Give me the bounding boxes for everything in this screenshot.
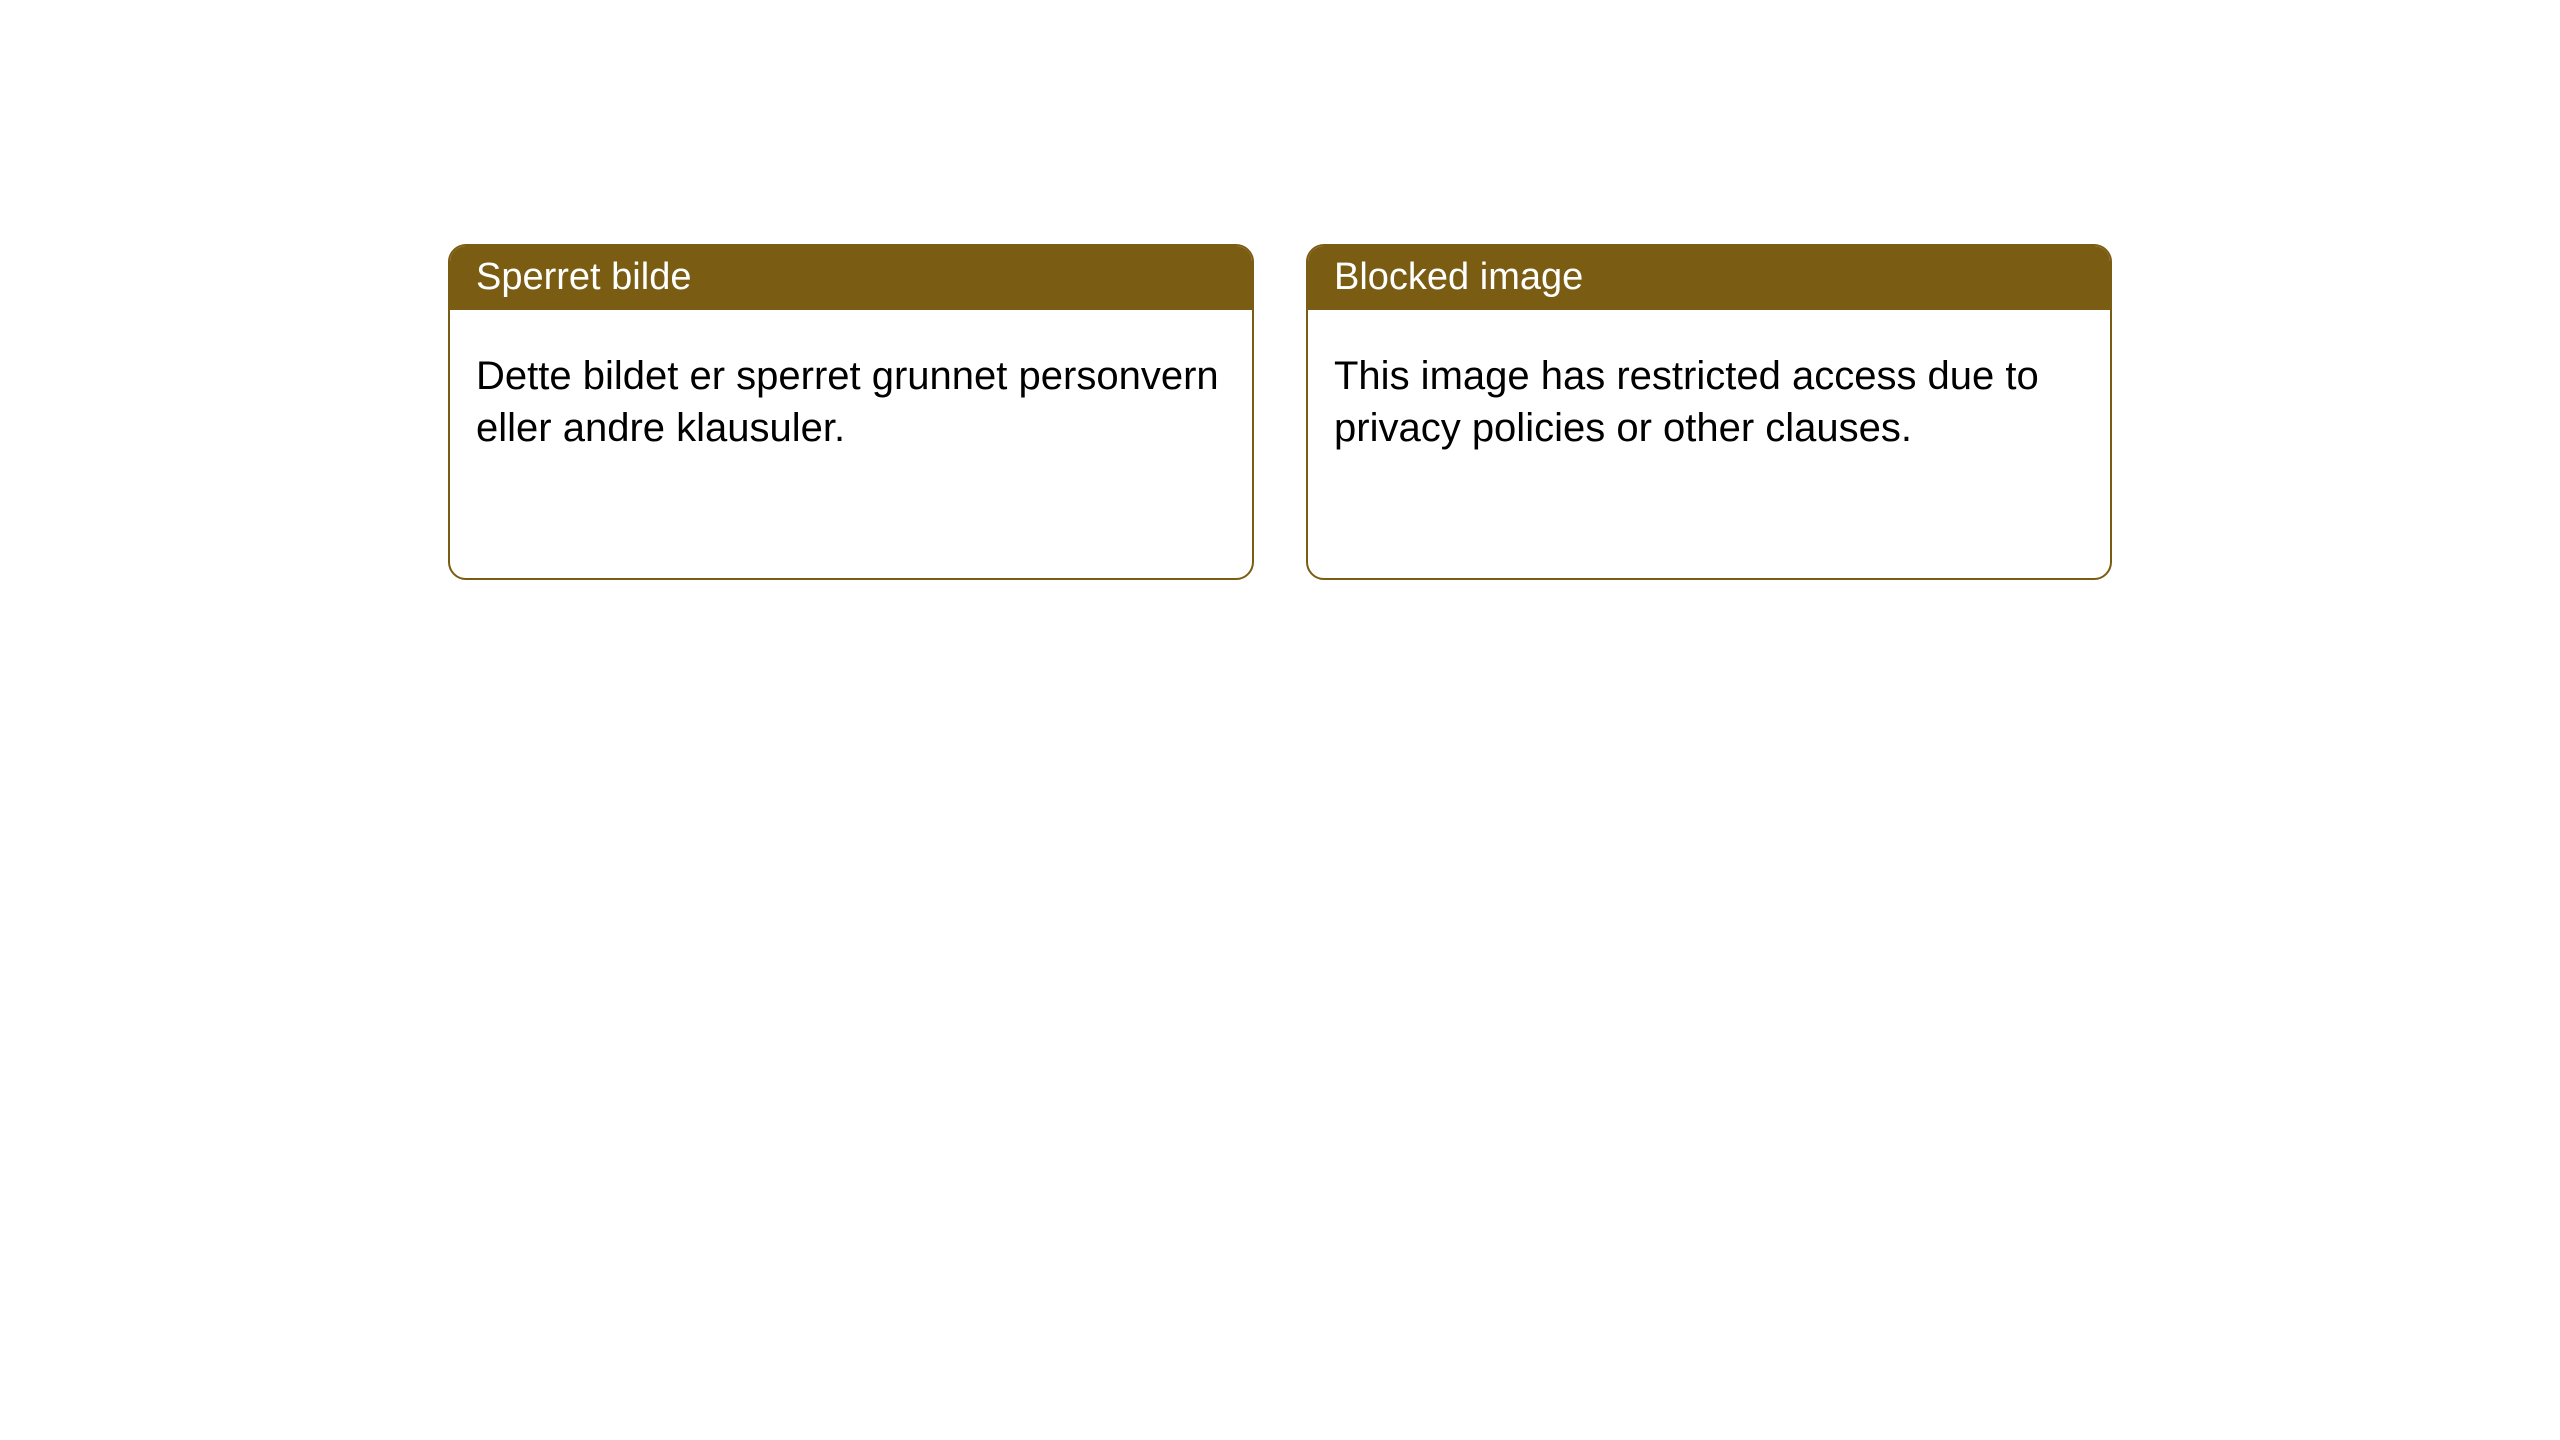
notice-card-english: Blocked image This image has restricted … [1306, 244, 2112, 580]
notice-container: Sperret bilde Dette bildet er sperret gr… [0, 0, 2560, 580]
card-body: Dette bildet er sperret grunnet personve… [450, 310, 1252, 480]
card-message: This image has restricted access due to … [1334, 354, 2039, 450]
card-message: Dette bildet er sperret grunnet personve… [476, 354, 1219, 450]
card-body: This image has restricted access due to … [1308, 310, 2110, 480]
card-header: Blocked image [1308, 246, 2110, 310]
notice-card-norwegian: Sperret bilde Dette bildet er sperret gr… [448, 244, 1254, 580]
card-title: Blocked image [1334, 256, 1583, 298]
card-title: Sperret bilde [476, 256, 691, 298]
card-header: Sperret bilde [450, 246, 1252, 310]
